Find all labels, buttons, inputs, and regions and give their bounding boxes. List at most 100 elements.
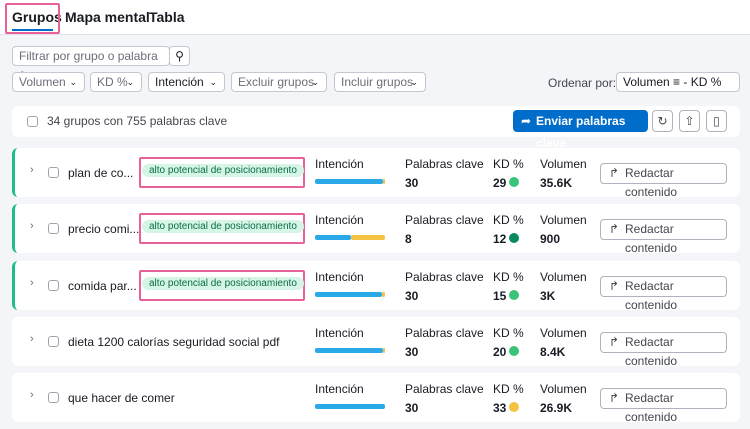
row-checkbox[interactable]	[48, 167, 59, 178]
intent-bar	[382, 291, 385, 297]
row-checkbox[interactable]	[48, 223, 59, 235]
expand-chevron[interactable]: ›	[30, 332, 34, 345]
tab[interactable]: Grupos	[12, 9, 62, 25]
intent-bar	[315, 347, 383, 353]
filter-dropdown[interactable]: Excluir grupos ⌄	[231, 72, 327, 92]
write-button[interactable]: ↱ Redactar contenido	[600, 388, 727, 424]
intent-label: Intención	[315, 213, 364, 228]
group-name[interactable]: comida par...	[68, 278, 137, 293]
expand-chevron[interactable]: ›	[30, 389, 34, 402]
group-name[interactable]: dieta 1200 calorías seguridad social pdf	[68, 334, 280, 349]
volume-label: Volumen	[540, 213, 587, 228]
filter-label: Volumen	[19, 75, 66, 89]
group-row: › precio comi... alto potencial de posicio…	[12, 204, 740, 255]
keywords-label: Palabras clave	[405, 269, 484, 284]
write-button[interactable]: ↱ Redactar contenido	[600, 163, 727, 199]
kd-dot	[509, 402, 519, 413]
volume-label: Volumen	[540, 382, 587, 397]
filter-dropdown[interactable]: KD % ⌄	[90, 72, 142, 92]
chevron: ⌄	[69, 77, 77, 87]
group-name[interactable]: plan de co...	[68, 166, 134, 180]
share-icon: ↱	[609, 222, 620, 237]
keywords-label: Palabras clave	[405, 382, 484, 397]
kd-dot	[509, 233, 519, 244]
group-name[interactable]: que hacer de comer	[68, 391, 175, 406]
keywords-value: 30	[405, 288, 419, 303]
summary-card: 34 grupos con 755 palabras clave ➦ Enviar…	[12, 106, 740, 150]
write-button[interactable]: ↱ Redactar contenido	[600, 275, 727, 312]
intent-bar	[315, 179, 383, 184]
volume-value: 8.4K	[540, 344, 566, 359]
highlight-box	[5, 3, 60, 34]
write-button[interactable]: ↱ Redactar contenido	[600, 331, 727, 368]
volume-value: 26.9K	[540, 401, 573, 416]
expand-chevron[interactable]: ›	[30, 164, 34, 176]
write-label: Redactar contenido	[625, 391, 678, 425]
kd-value: 29	[493, 176, 507, 190]
chevron: ⌄	[209, 77, 217, 87]
sort-select[interactable]: Volumen ≡ - KD %	[616, 72, 740, 92]
sort-label: Ordenar por:	[548, 76, 617, 90]
share-icon: ↱	[609, 278, 620, 293]
tab-bar	[0, 0, 750, 35]
volume-value: 3K	[540, 288, 556, 303]
refresh-button[interactable]: ↻	[652, 110, 673, 132]
tag: alto potencial de posicionamiento	[142, 220, 304, 234]
row-checkbox[interactable]	[48, 279, 59, 291]
volume-value: 35.6K	[540, 176, 573, 190]
kd-dot	[509, 177, 519, 187]
tab[interactable]: Tabla	[149, 9, 185, 25]
sort-secondary: - KD %	[683, 75, 722, 89]
intent-bar	[382, 347, 385, 353]
intent-label: Intención	[315, 269, 364, 284]
volume-label: Volumen	[540, 269, 587, 284]
send-label: Enviar palabras clave	[536, 114, 626, 150]
select-all[interactable]	[27, 116, 38, 127]
expand-chevron[interactable]: ›	[30, 220, 34, 233]
write-button[interactable]: ↱ Redactar contenido	[600, 219, 727, 255]
highlight-box	[139, 269, 305, 301]
keywords-label: Palabras clave	[405, 213, 484, 228]
kd-value: 33	[493, 401, 507, 416]
chevron: ⌄	[126, 77, 134, 87]
intent-bar	[382, 179, 385, 184]
group-row: › comida par... alto potencial de posicion…	[12, 260, 740, 312]
search-button[interactable]: ⚲	[169, 46, 190, 66]
filter-dropdown[interactable]: Intención ⌄	[148, 72, 225, 92]
keywords-value: 30	[405, 401, 419, 416]
highlight-box	[139, 213, 305, 245]
kd-label: KD %	[493, 325, 524, 340]
volume-value: 900	[540, 232, 561, 247]
kd-label: KD %	[493, 213, 524, 228]
filter-dropdown[interactable]: Incluir grupos ⌄	[334, 72, 426, 92]
share-icon: ↱	[609, 391, 620, 406]
group-row: › dieta 1200 calorías seguridad social pd…	[12, 316, 740, 368]
delete-button[interactable]: ▯	[706, 110, 727, 132]
tab[interactable]: Mapa mental	[65, 9, 150, 25]
row-checkbox[interactable]	[48, 392, 59, 404]
intent-bar	[315, 404, 385, 410]
write-label: Redactar contenido	[625, 166, 678, 199]
intent-label: Intención	[315, 325, 364, 340]
search-input[interactable]: Filtrar por grupo o palabra c...	[12, 46, 170, 81]
share-icon: ↱	[609, 334, 620, 349]
chevron: ⌄	[311, 77, 319, 87]
keywords-label: Palabras clave	[405, 325, 484, 340]
sort-value: Volumen	[623, 75, 670, 89]
export-button[interactable]: ⇧	[679, 110, 700, 132]
keywords-value: 30	[405, 344, 419, 359]
summary: 34 grupos con 755 palabras clave	[47, 114, 228, 128]
row-checkbox[interactable]	[48, 335, 59, 347]
group-name[interactable]: precio comi...	[68, 222, 140, 237]
chevron: ⌄	[410, 77, 418, 87]
intent-bar	[315, 235, 352, 241]
filter-dropdown[interactable]: Volumen ⌄	[12, 72, 85, 92]
send-button[interactable]: ➦ Enviar palabras clave	[513, 110, 648, 150]
filter-label: KD %	[97, 75, 128, 89]
share-icon: ↱	[609, 166, 620, 180]
expand-chevron[interactable]: ›	[30, 276, 34, 289]
kd-label: KD %	[493, 382, 524, 397]
volume-label: Volumen	[540, 157, 587, 171]
group-row: › que hacer de comer Intención Palabras cla…	[12, 373, 740, 424]
filter-label: Excluir grupos	[238, 75, 315, 89]
